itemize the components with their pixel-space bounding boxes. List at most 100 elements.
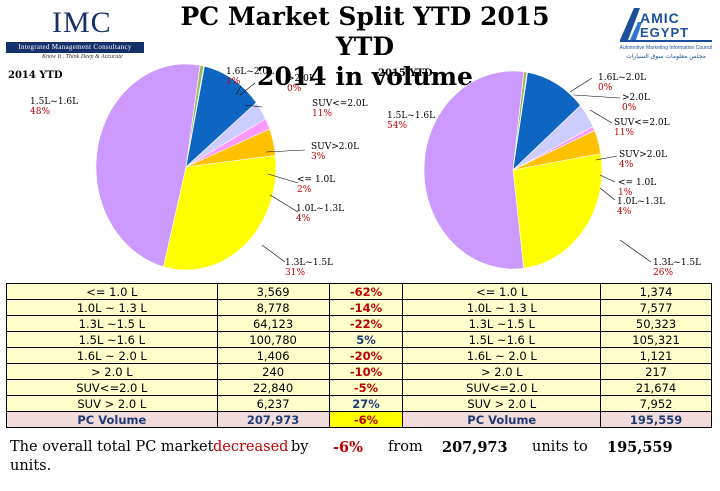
cell-volume-2015: 105,321 bbox=[600, 331, 712, 348]
cell-change: -20% bbox=[328, 347, 404, 364]
pie-2014-label-name: 1.0L~1.3L bbox=[296, 204, 345, 214]
pie-2015-label-1-6l-2-0l: 1.6L~2.0L 0% bbox=[598, 73, 646, 93]
pie-2015-label-suvle-2-0l: SUV<=2.0L 11% bbox=[614, 118, 670, 138]
pie-2015-label-pct: 4% bbox=[617, 207, 632, 217]
page-title: PC Market Split YTD 2015 YTD 2014 in vol… bbox=[150, 2, 580, 92]
pie-2014-label-gt-2-0l: >2.0L 0% bbox=[287, 74, 315, 94]
pie-2014-label-suvgt-2-0l: SUV>2.0L 3% bbox=[311, 142, 359, 162]
imc-logo-subtitle: Integrated Management Consultancy bbox=[6, 42, 144, 53]
pie-2015-label-pct: 0% bbox=[622, 103, 637, 113]
pie-2015-label-name: <= 1.0L bbox=[618, 178, 657, 188]
pie-2014-label-name: SUV<=2.0L bbox=[312, 99, 368, 109]
pie-2014-label-suvle-2-0l: SUV<=2.0L 11% bbox=[312, 99, 368, 119]
cell-segment-2015: <= 1.0 L bbox=[402, 283, 602, 300]
table-row: SUV<=2.0 L 22,840 -5% SUV<=2.0 L 21,674 bbox=[6, 379, 712, 396]
cell-change: -22% bbox=[328, 315, 404, 332]
pie-2014-label-1-3l-1-5l: 1.3L~1.5L 31% bbox=[285, 258, 333, 278]
pie-2015-label-suvgt-2-0l: SUV>2.0L 4% bbox=[619, 150, 667, 170]
pie-2015-label-le-1-0l: <= 1.0L 1% bbox=[618, 178, 656, 198]
pie-2015-label-pct: 54% bbox=[387, 121, 408, 131]
pie-2014-label-name: 1.3L~1.5L bbox=[285, 258, 334, 268]
pie-2014-label-pct: 31% bbox=[285, 268, 306, 278]
cell-volume-2015: 1,121 bbox=[600, 347, 712, 364]
pie-2014-label-le-1-0l: <= 1.0L 2% bbox=[297, 175, 335, 195]
pie-2014-label-pct: 1% bbox=[226, 77, 241, 87]
pie-2014-label-pct: 4% bbox=[296, 214, 311, 224]
pie-2015-leader-line bbox=[589, 109, 613, 124]
cell-change: -10% bbox=[328, 363, 404, 380]
pie-2015-label-pct: 26% bbox=[653, 268, 674, 278]
cell-change: 5% bbox=[328, 331, 404, 348]
summary-from: from bbox=[388, 439, 423, 455]
pie-2015-leader-line bbox=[599, 174, 616, 183]
pie-2014-slice-1-5l-1-6l bbox=[95, 63, 201, 268]
cell-volume-2014: 22,840 bbox=[216, 379, 330, 396]
cell-segment-2015: SUV<=2.0 L bbox=[402, 379, 602, 396]
pie-2014-leader-line bbox=[261, 244, 286, 263]
cell-volume-2015: 7,952 bbox=[600, 395, 712, 412]
cell-segment-2015: 1.6L ~ 2.0 L bbox=[402, 347, 602, 364]
pie-2015-label-pct: 11% bbox=[614, 128, 635, 138]
pie-2015-label-gt-2-0l: >2.0L 0% bbox=[622, 93, 650, 113]
title-line-2: 2014 in volume bbox=[257, 62, 473, 91]
pie-2014-leader-line bbox=[235, 85, 242, 96]
summary-units-to: units to bbox=[532, 439, 588, 455]
volume-table: <= 1.0 L 3,569 -62% <= 1.0 L 1,374 1.0L ~ 1.3… bbox=[6, 283, 712, 428]
cell-volume-2015: 195,559 bbox=[600, 411, 712, 428]
pie-2014-label-pct: 11% bbox=[312, 109, 333, 119]
pie-2015-leader-line bbox=[569, 77, 593, 93]
pie-2015-slice-1-3l-1-5l bbox=[512, 153, 603, 269]
cell-segment-2015: SUV > 2.0 L bbox=[402, 395, 602, 412]
table-row: > 2.0 L 240 -10% > 2.0 L 217 bbox=[6, 363, 712, 380]
cell-volume-2014: 3,569 bbox=[216, 283, 330, 300]
pie-2015-leader-line bbox=[599, 187, 616, 201]
pie-2014-slice-suvle-2-0l bbox=[185, 65, 257, 168]
cell-segment-2015: 1.3L ~1.5 L bbox=[402, 315, 602, 332]
pie-2014-label-pct: 48% bbox=[30, 107, 51, 117]
amic-logo-arabic: مجلس معلومات سوق السيارات bbox=[626, 53, 706, 60]
cell-segment-2014: > 2.0 L bbox=[6, 363, 218, 380]
cell-volume-2014: 64,123 bbox=[216, 315, 330, 332]
cell-volume-2014: 8,778 bbox=[216, 299, 330, 316]
cell-volume-2015: 50,323 bbox=[600, 315, 712, 332]
imc-logo-tagline: Know It . Think Deep & Accurate bbox=[42, 54, 123, 60]
imc-logo: IMC Integrated Management Consultancy Kn… bbox=[4, 4, 144, 60]
pie-2014-label-name: <= 1.0L bbox=[297, 175, 336, 185]
cell-segment-2014: 1.3L ~1.5 L bbox=[6, 315, 218, 332]
pie-charts bbox=[95, 63, 652, 271]
amic-logo: AMIC EGYPT Automotive Marketing Informat… bbox=[616, 4, 716, 64]
summary-part1: The overall total PC market bbox=[10, 439, 214, 455]
cell-change: 27% bbox=[328, 395, 404, 412]
pie-2014-label-name: >2.0L bbox=[287, 74, 315, 84]
table-row: 1.3L ~1.5 L 64,123 -22% 1.3L ~1.5 L 50,323 bbox=[6, 315, 712, 332]
table-row: 1.0L ~ 1.3 L 8,778 -14% 1.0L ~ 1.3 L 7,577 bbox=[6, 299, 712, 316]
pie-2014-label-1-5l-1-6l: 1.5L~1.6L 48% bbox=[30, 97, 78, 117]
cell-segment-2015: 1.5L ~1.6 L bbox=[402, 331, 602, 348]
pie-2015-label-1-3l-1-5l: 1.3L~1.5L 26% bbox=[653, 258, 701, 278]
amic-logo-mark-icon bbox=[620, 8, 712, 42]
cell-change: -5% bbox=[328, 379, 404, 396]
cell-segment-2014: 1.6L ~ 2.0 L bbox=[6, 347, 218, 364]
pie-2014-label-pct: 3% bbox=[311, 152, 326, 162]
amic-logo-subtitle: Automotive Marketing Information Council bbox=[619, 45, 713, 51]
pie-2014-label-1-0l-1-3l: 1.0L~1.3L 4% bbox=[296, 204, 344, 224]
cell-volume-2015: 217 bbox=[600, 363, 712, 380]
cell-segment-2014: SUV<=2.0 L bbox=[6, 379, 218, 396]
pie-2015-label-pct: 1% bbox=[618, 188, 633, 198]
cell-segment-2014: 1.0L ~ 1.3 L bbox=[6, 299, 218, 316]
cell-segment-2014: 1.5L ~1.6 L bbox=[6, 331, 218, 348]
pie-2014-leader-line bbox=[265, 149, 306, 153]
pie-2015-label-name: 1.5L~1.6L bbox=[387, 111, 436, 121]
cell-volume-2014: 240 bbox=[216, 363, 330, 380]
cell-segment-2014: SUV > 2.0 L bbox=[6, 395, 218, 412]
pie-2014-label-name: 1.5L~1.6L bbox=[30, 97, 79, 107]
amic-logo-egypt: EGYPT bbox=[640, 25, 690, 40]
pie-2014-label-name: 1.6L~2.0L bbox=[226, 67, 275, 77]
table-row: 1.5L ~1.6 L 100,780 5% 1.5L ~1.6 L 105,321 bbox=[6, 331, 712, 348]
summary-units: units. bbox=[10, 458, 52, 474]
summary-value-from: 207,973 bbox=[442, 439, 508, 456]
pie-2014-label-1-6l-2-0l: 1.6L~2.0L 1% bbox=[226, 67, 274, 87]
chart-2015-title: 2015 YTD bbox=[378, 68, 433, 79]
pie-2015-label-pct: 0% bbox=[598, 83, 613, 93]
amic-logo-word: AMIC bbox=[640, 10, 680, 26]
